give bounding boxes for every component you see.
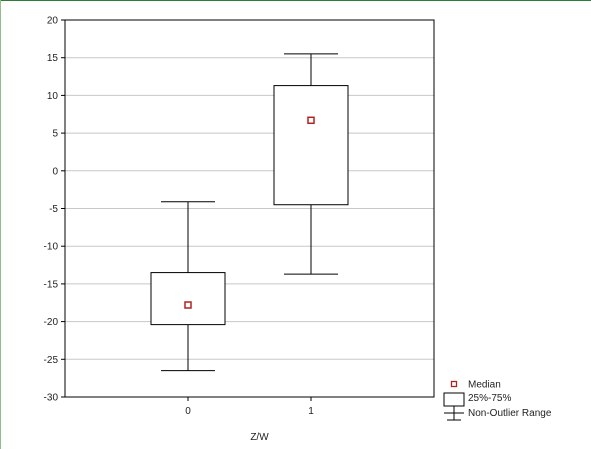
box-group-0 <box>150 201 226 372</box>
boxes <box>150 53 349 372</box>
interquartile-box <box>150 272 226 326</box>
x-tick-label: 0 <box>185 406 191 417</box>
legend-label: Median <box>468 380 501 391</box>
y-tick-label: -15 <box>44 279 59 290</box>
y-tick-label: -5 <box>49 204 58 215</box>
gridlines <box>65 57 434 360</box>
y-tick-label: -10 <box>44 242 59 253</box>
y-tick-label: 0 <box>52 166 58 177</box>
x-tick-label: 1 <box>308 406 314 417</box>
y-tick-label: 20 <box>47 16 59 27</box>
y-axis-ticks: 20 15 10 5 0 -5 -10 -15 -20 -25 -30 <box>44 16 65 404</box>
legend: Median 25%-75% Non-Outlier Range <box>443 380 552 421</box>
y-tick-label: 15 <box>47 53 59 64</box>
window-left-border <box>0 0 1 449</box>
y-tick-label: -20 <box>44 317 59 328</box>
legend-label: Non-Outlier Range <box>468 408 552 419</box>
legend-box-icon <box>443 392 465 407</box>
y-tick-label: 5 <box>52 129 58 140</box>
legend-median-icon <box>450 380 458 388</box>
interquartile-box <box>273 85 349 206</box>
legend-label: 25%-75% <box>468 393 511 404</box>
y-tick-label: -25 <box>44 355 59 366</box>
median-marker <box>307 116 315 125</box>
window-top-border <box>0 0 591 1</box>
x-axis-title: Z/W <box>250 432 269 443</box>
y-tick-label: -30 <box>44 393 59 404</box>
box-group-1 <box>273 53 349 275</box>
y-tick-label: 10 <box>47 91 59 102</box>
median-marker <box>184 301 192 309</box>
